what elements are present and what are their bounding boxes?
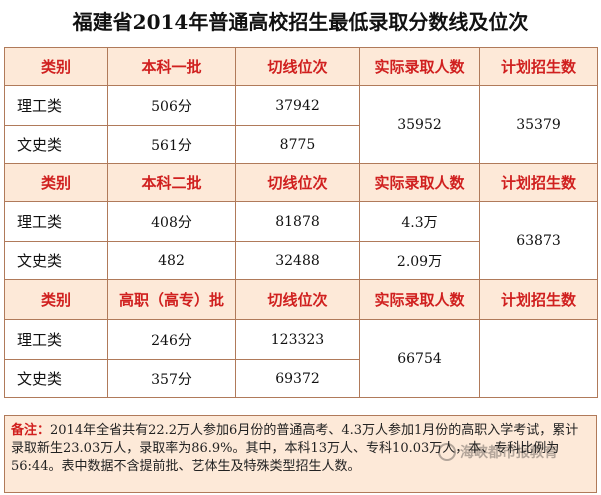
header-actual: 实际录取人数 [359, 47, 480, 86]
header-plan: 计划招生数 [479, 163, 598, 202]
header-actual: 实际录取人数 [359, 279, 480, 320]
table-row: 理工类 246分 123323 66754 [4, 319, 598, 398]
wechat-icon [438, 443, 456, 461]
table-row: 文史类 357分 69372 [4, 359, 598, 398]
score-cell: 408分 [107, 201, 236, 242]
header-rank: 切线位次 [235, 279, 360, 320]
note-text: 2014年全省共有22.2万人参加6月份的普通高考、4.3万人参加1月份的高职入… [11, 423, 579, 474]
table-header-row: 类别 本科一批 切线位次 实际录取人数 计划招生数 [4, 47, 598, 86]
rank-cell: 32488 [235, 241, 360, 280]
score-cell: 506分 [107, 85, 236, 126]
table-row: 理工类 506分 37942 35952 35379 [4, 85, 598, 164]
score-cell: 561分 [107, 125, 236, 164]
actual-cell: 2.09万 [359, 241, 480, 280]
header-plan: 计划招生数 [479, 47, 598, 86]
rank-cell: 37942 [235, 85, 360, 126]
watermark: 海峡都市报教育 [438, 440, 598, 464]
plan-cell [479, 319, 598, 398]
header-rank: 切线位次 [235, 47, 360, 86]
header-plan: 计划招生数 [479, 279, 598, 320]
actual-cell: 4.3万 [359, 201, 480, 242]
category-cell: 文史类 [4, 359, 108, 398]
category-cell: 文史类 [4, 125, 108, 164]
header-category: 类别 [4, 47, 108, 86]
category-cell: 文史类 [4, 241, 108, 280]
page-title: 福建省2014年普通高校招生最低录取分数线及位次 [72, 10, 529, 34]
header-category: 类别 [4, 163, 108, 202]
score-table: 类别 本科一批 切线位次 实际录取人数 计划招生数 理工类 506分 37942… [4, 47, 598, 398]
table-header-row: 类别 高职（高专）批 切线位次 实际录取人数 计划招生数 [4, 279, 598, 320]
actual-cell: 35952 [359, 85, 480, 164]
rank-cell: 123323 [235, 319, 360, 360]
table-row: 文史类 482 32488 2.09万 [4, 241, 598, 280]
header-batch: 本科二批 [107, 163, 236, 202]
note-box: 备注：2014年全省共有22.2万人参加6月份的普通高考、4.3万人参加1月份的… [4, 415, 597, 493]
table-header-row: 类别 本科二批 切线位次 实际录取人数 计划招生数 [4, 163, 598, 202]
plan-cell: 63873 [479, 201, 598, 280]
watermark-text: 海峡都市报教育 [460, 445, 558, 461]
actual-cell: 66754 [359, 319, 480, 398]
rank-cell: 81878 [235, 201, 360, 242]
category-cell: 理工类 [4, 201, 108, 242]
table-row: 理工类 408分 81878 4.3万 63873 [4, 201, 598, 280]
header-actual: 实际录取人数 [359, 163, 480, 202]
rank-cell: 8775 [235, 125, 360, 164]
rank-cell: 69372 [235, 359, 360, 398]
category-cell: 理工类 [4, 319, 108, 360]
plan-cell: 35379 [479, 85, 598, 164]
header-category: 类别 [4, 279, 108, 320]
table-row: 文史类 561分 8775 [4, 125, 598, 164]
header-batch: 本科一批 [107, 47, 236, 86]
header-batch: 高职（高专）批 [107, 279, 236, 320]
score-cell: 357分 [107, 359, 236, 398]
category-cell: 理工类 [4, 85, 108, 126]
score-cell: 482 [107, 241, 236, 280]
header-rank: 切线位次 [235, 163, 360, 202]
note-label: 备注： [11, 423, 51, 438]
score-cell: 246分 [107, 319, 236, 360]
